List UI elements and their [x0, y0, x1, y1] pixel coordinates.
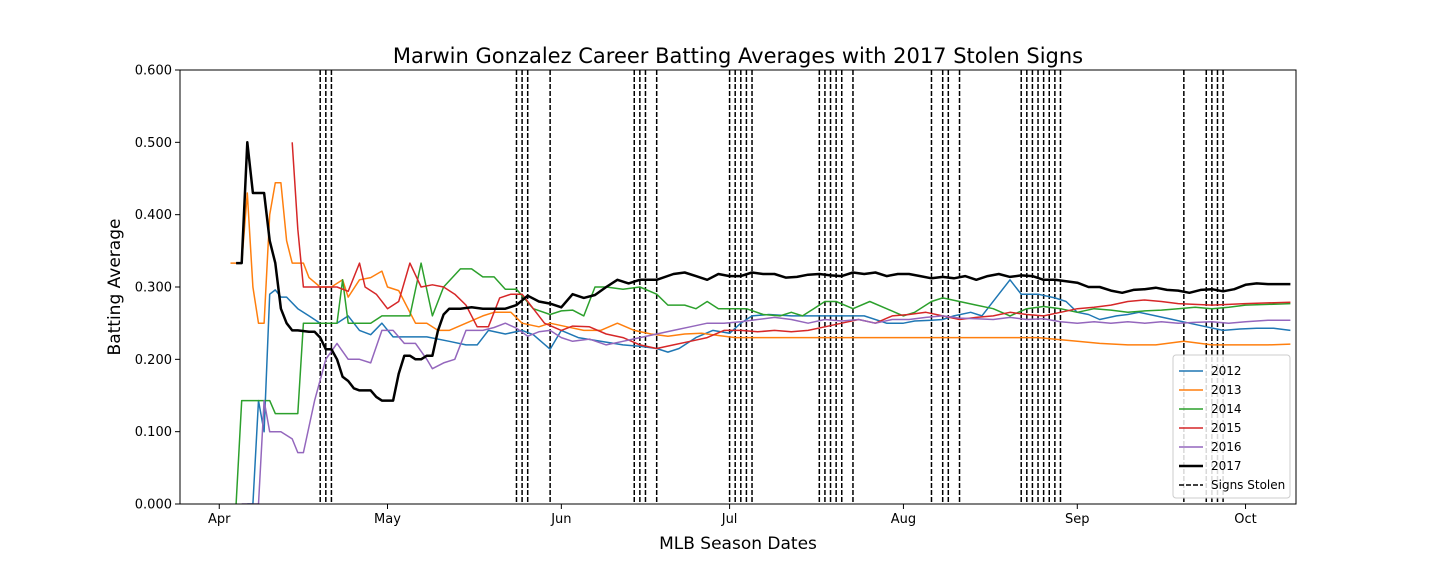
x-axis-label: MLB Season Dates [659, 534, 817, 554]
series-line-2012 [247, 279, 1291, 504]
legend-label: 2017 [1211, 459, 1242, 473]
legend-label: 2014 [1211, 402, 1242, 416]
x-tick-label: Jun [550, 512, 571, 527]
y-tick-label: 0.100 [135, 425, 172, 440]
y-tick-label: 0.600 [135, 64, 172, 79]
legend-item-2012: 2012 [1179, 364, 1242, 378]
legend-label: 2015 [1211, 421, 1242, 435]
series-line-2017 [236, 141, 1291, 402]
plot-frame [179, 69, 1297, 505]
y-tick-label: 0.400 [135, 208, 172, 223]
x-tick-label: Aug [891, 512, 916, 527]
x-tick-label: May [374, 512, 401, 527]
y-tick-label: 0.300 [135, 281, 172, 296]
series-line-2014 [235, 262, 1291, 504]
series-line-2015 [291, 142, 1291, 350]
legend-item-2016: 2016 [1179, 440, 1242, 454]
legend-label: 2013 [1211, 383, 1242, 397]
legend-label: 2012 [1211, 364, 1242, 378]
legend-label: 2016 [1211, 440, 1242, 454]
legend-label: Signs Stolen [1211, 478, 1285, 492]
chart-title: Marwin Gonzalez Career Batting Averages … [393, 44, 1083, 68]
y-tick-label: 0.500 [135, 136, 172, 151]
y-tick-label: 0.000 [135, 498, 172, 513]
legend-item-2013: 2013 [1179, 383, 1242, 397]
x-tick-label: Jul [721, 512, 738, 527]
x-tick-label: Oct [1234, 512, 1256, 527]
legend-item-2014: 2014 [1179, 402, 1242, 416]
series-line-2016 [241, 315, 1291, 504]
legend: 2012 2013 2014 2015 2016 2017 Signs Stolen [1172, 354, 1291, 499]
x-tick-label: Sep [1065, 512, 1090, 527]
x-tick-label: Apr [208, 512, 231, 527]
series-line-2013 [230, 182, 1291, 346]
y-axis-label: Batting Average [105, 219, 125, 356]
legend-item-2015: 2015 [1179, 421, 1242, 435]
plot-area: 0.000 0.100 0.200 0.300 0.400 0.500 0.600 Apr Ma… [135, 64, 1297, 527]
y-tick-label: 0.200 [135, 353, 172, 368]
legend-item-2017: 2017 [1179, 459, 1242, 473]
legend-item-signs-stolen: Signs Stolen [1179, 478, 1285, 492]
